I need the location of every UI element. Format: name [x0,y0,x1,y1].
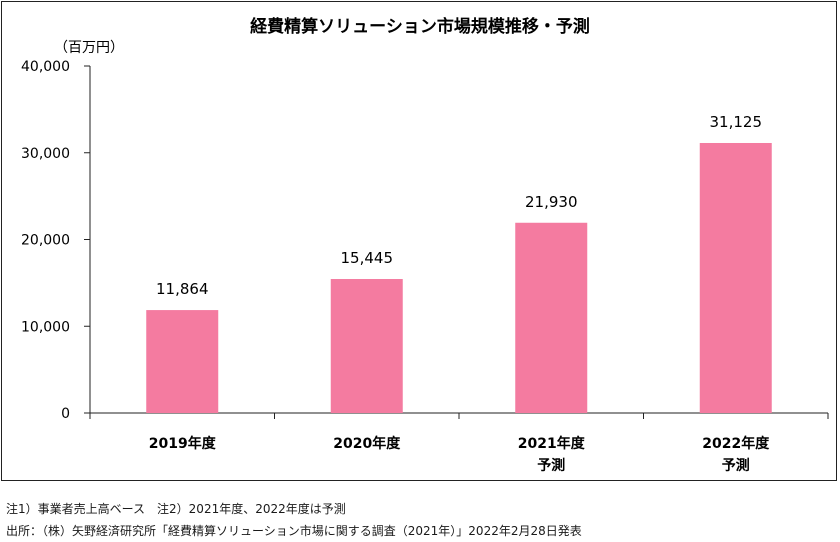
x-tick-label: 2022年度 [702,435,770,452]
data-label: 15,445 [341,249,394,267]
data-label: 21,930 [525,193,578,211]
y-tick-label: 40,000 [21,59,70,75]
x-tick-label: 2020年度 [333,435,401,452]
y-tick-label: 10,000 [21,319,70,335]
unit-label: （百万円） [54,40,124,56]
y-tick-label: 0 [61,406,70,422]
x-tick-label: 2019年度 [149,435,217,452]
y-tick-label: 20,000 [21,233,70,249]
bar-chart: 経費精算ソリューション市場規模推移・予測 （百万円） 0 10,000 20,000… [21,16,829,474]
bar [515,222,588,413]
x-tick-label: 2021年度 [518,435,586,452]
footnotes: 注1）事業者売上高ベース 注2）2021年度、2022年度は予測 出所：（株）矢… [6,498,582,542]
chart-title: 経費精算ソリューション市場規模推移・予測 [250,16,590,37]
x-tick-label: 予測 [722,457,750,474]
x-tick-label: 予測 [537,457,565,474]
y-tick-label: 30,000 [21,146,70,162]
note-text: 注1）事業者売上高ベース 注2）2021年度、2022年度は予測 [6,502,346,516]
data-label: 11,864 [156,280,209,298]
data-label: 31,125 [710,113,763,131]
bar [330,279,403,413]
bar [146,310,219,413]
chart-frame [1,1,837,481]
source-text: 出所：（株）矢野経済研究所「経費精算ソリューション市場に関する調査（2021年）… [6,524,582,538]
bar [699,142,772,413]
